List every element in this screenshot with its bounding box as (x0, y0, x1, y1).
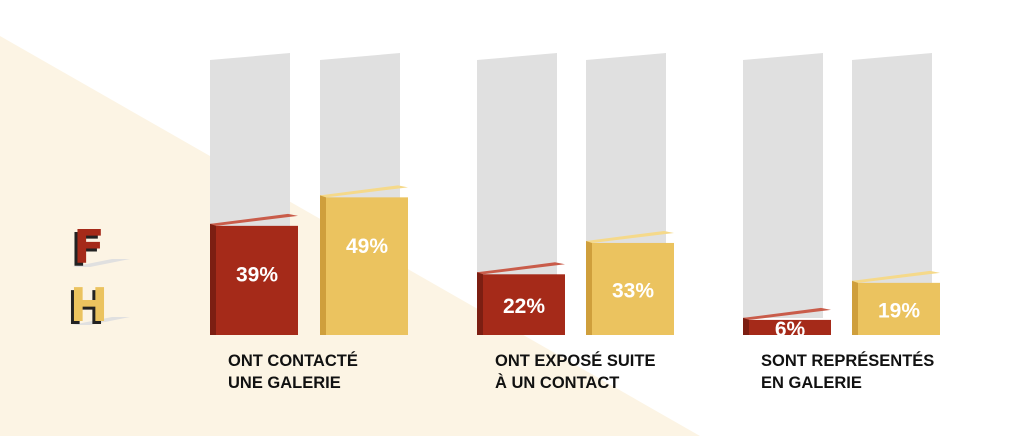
legend-letter: H (70, 278, 109, 332)
bar-track (743, 53, 823, 318)
bar-front (858, 282, 940, 335)
bar-side (320, 195, 326, 335)
category-label-3: SONT REPRÉSENTÉS EN GALERIE (761, 351, 934, 392)
legend-letter: F (73, 220, 104, 274)
bar-top (852, 270, 940, 283)
bar-front (216, 225, 298, 335)
bar-value-label: 6% (775, 318, 806, 341)
bar-value-label: 39% (236, 263, 278, 286)
category-labels: ONT CONTACTÉ UNE GALERIE ONT EXPOSÉ SUITE À… (228, 351, 934, 392)
legend-letter-depth: F (70, 223, 101, 277)
bar-side (586, 240, 592, 335)
category-label-line: SONT REPRÉSENTÉS (761, 351, 934, 370)
bar-f-1: 39% (210, 53, 298, 335)
legend-shadow (72, 317, 130, 325)
category-label-2: ONT EXPOSÉ SUITE À UN CONTACT (495, 351, 655, 392)
category-label-line: EN GALERIE (761, 374, 862, 392)
bar-front (592, 242, 674, 335)
bar-track (477, 53, 557, 318)
legend-item-f: FF (70, 220, 130, 277)
bar-f-2: 22% (477, 53, 565, 335)
category-label-line: ONT EXPOSÉ SUITE (495, 351, 655, 370)
bar-side (477, 272, 483, 335)
category-label-line: À UN CONTACT (495, 373, 619, 392)
bar-value-label: 49% (346, 235, 388, 258)
bar-track (852, 53, 932, 318)
legend-item-h: HH (67, 278, 130, 335)
bar-top (210, 213, 298, 226)
bar-top (320, 185, 408, 198)
legend-shadow (72, 259, 130, 267)
bar-h-1: 49% (320, 53, 408, 335)
bar-value-label: 33% (612, 280, 654, 303)
category-label-line: UNE GALERIE (228, 374, 341, 392)
bar-value-label: 19% (878, 299, 920, 322)
bar-top (586, 230, 674, 243)
bar-top (743, 307, 831, 320)
bar-top (477, 262, 565, 275)
bar-side (743, 317, 749, 335)
legend-letter-depth: H (67, 281, 106, 335)
bars: 39% 49% 22% 33% 6% 19% (210, 53, 940, 341)
bar-front (483, 274, 565, 335)
bar-front (326, 197, 408, 335)
bar-side (210, 223, 216, 335)
bar-f-3: 6% (743, 53, 831, 341)
bar-value-label: 22% (503, 295, 545, 318)
bar-h-2: 33% (586, 53, 674, 335)
bar-side (852, 280, 858, 335)
category-label-1: ONT CONTACTÉ UNE GALERIE (228, 351, 358, 392)
bar-h-3: 19% (852, 53, 940, 335)
bar-front (749, 319, 831, 335)
category-label-line: ONT CONTACTÉ (228, 351, 358, 370)
